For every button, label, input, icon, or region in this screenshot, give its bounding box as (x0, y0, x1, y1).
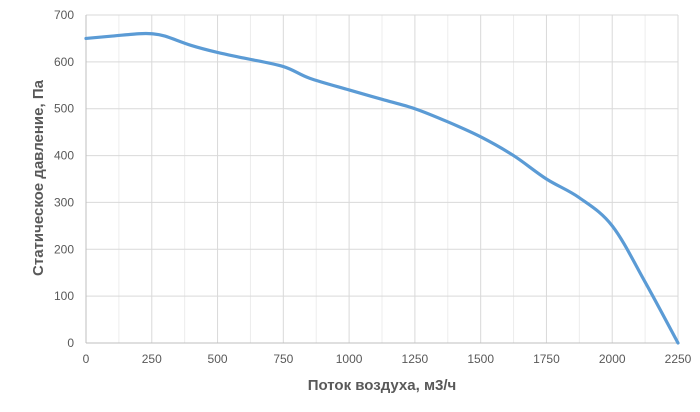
axes (85, 15, 678, 344)
y-tick-label: 100 (54, 289, 74, 303)
x-tick-label: 500 (208, 352, 228, 366)
x-tick-label: 250 (142, 352, 162, 366)
x-tick-label: 1500 (467, 352, 494, 366)
x-tick-label: 0 (83, 352, 90, 366)
x-tick-label: 1250 (402, 352, 429, 366)
x-tick-label: 2250 (665, 352, 692, 366)
x-tick-labels: 0 250 500 750 1000 1250 1500 1750 2000 2250 (83, 352, 692, 366)
series-group (84, 31, 680, 345)
y-tick-label: 700 (54, 8, 74, 22)
x-tick-label: 750 (273, 352, 293, 366)
gridlines (86, 14, 679, 343)
y-axis-title: Статическое давление, Па (30, 79, 47, 276)
y-tick-label: 500 (54, 102, 74, 116)
y-tick-label: 300 (54, 195, 74, 209)
x-tick-label: 2000 (599, 352, 626, 366)
x-tick-label: 1000 (336, 352, 363, 366)
series-line (84, 31, 680, 345)
x-axis-title: Поток воздуха, м3/ч (308, 377, 457, 394)
x-tick-label: 1750 (533, 352, 560, 366)
y-tick-label: 400 (54, 149, 74, 163)
y-tick-label: 600 (54, 55, 74, 69)
y-tick-label: 0 (67, 336, 74, 350)
y-tick-label: 200 (54, 242, 74, 256)
y-tick-labels: 0 100 200 300 400 500 600 700 (54, 8, 74, 350)
